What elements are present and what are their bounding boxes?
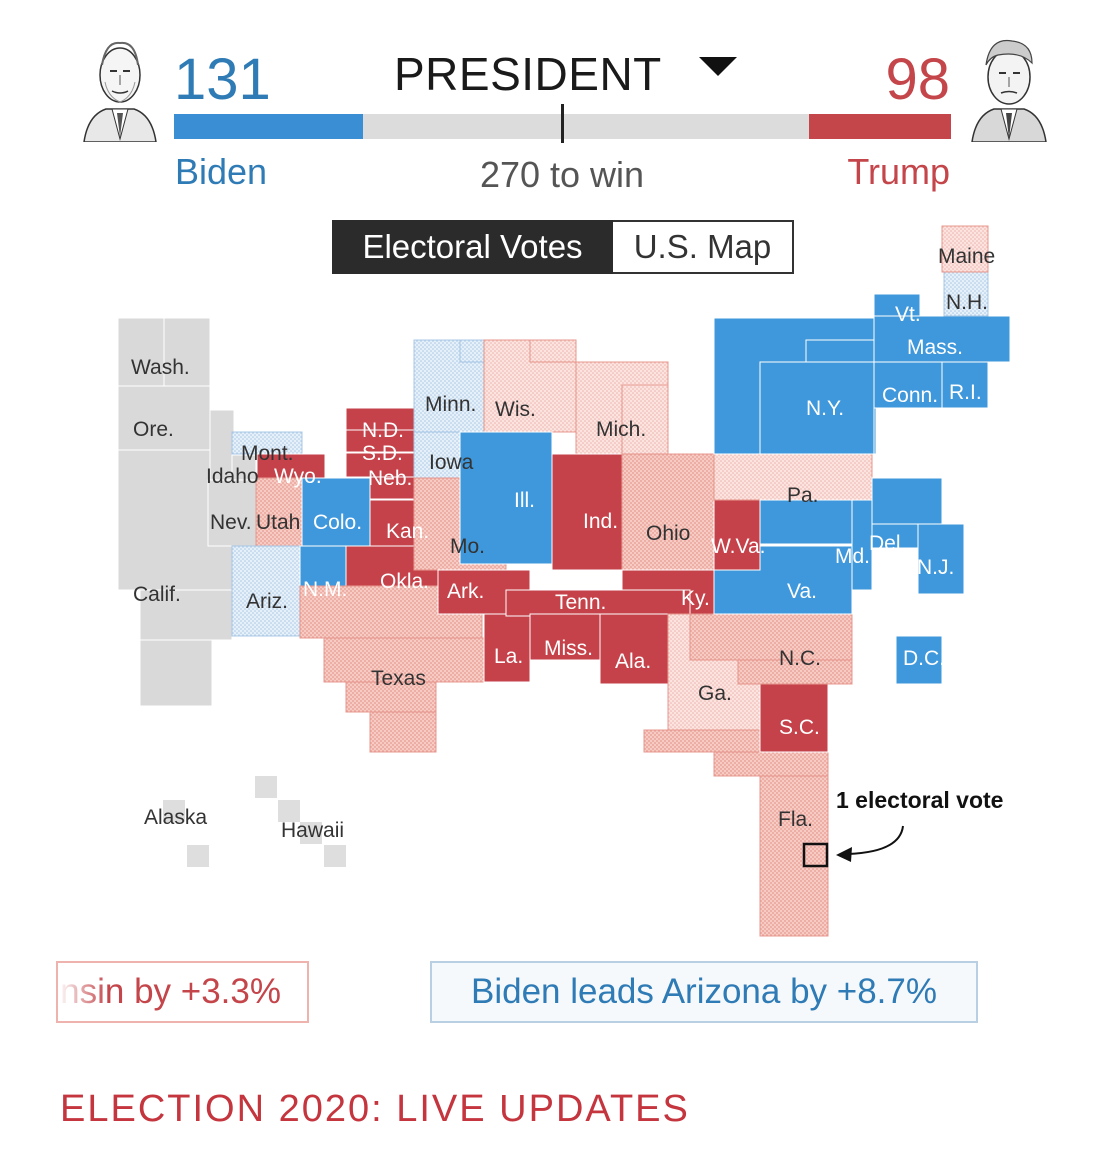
- state-tile-ill[interactable]: [459, 431, 553, 565]
- state-tile-conn[interactable]: [873, 361, 943, 409]
- biden-progress-fill: [174, 114, 364, 139]
- biden-portrait: [80, 27, 160, 142]
- state-tile-fla[interactable]: [643, 729, 829, 937]
- state-tile-s-d[interactable]: [345, 429, 415, 453]
- ticker-fade: [58, 963, 108, 1021]
- state-tile-r-i[interactable]: [941, 361, 989, 409]
- state-tile-wash[interactable]: [117, 317, 211, 387]
- one-vote-square-icon: [802, 842, 829, 868]
- state-tile-pa[interactable]: [713, 453, 873, 501]
- state-tile-mich[interactable]: [575, 361, 669, 455]
- state-tile-tenn[interactable]: [505, 589, 691, 617]
- hawaii-tile: [255, 776, 277, 798]
- biden-name: Biden: [175, 151, 268, 192]
- hawaii-tile: [324, 845, 346, 867]
- state-tile-colo[interactable]: [301, 477, 371, 547]
- electoral-vote-key: [802, 825, 904, 868]
- state-tile-n-h[interactable]: [943, 271, 989, 317]
- state-tile-n-c[interactable]: [689, 613, 853, 685]
- state-tile-mass[interactable]: [873, 315, 1011, 363]
- state-tile-utah[interactable]: [255, 477, 303, 547]
- electoral-vote-key-label: 1 electoral vote: [836, 787, 1004, 813]
- biden-electoral-votes: 131: [174, 47, 271, 112]
- toggle-electoral-votes[interactable]: Electoral Votes: [332, 220, 613, 274]
- state-tile-ore[interactable]: [117, 385, 211, 451]
- state-tile-ind[interactable]: [551, 453, 623, 571]
- state-tile-la[interactable]: [483, 613, 531, 683]
- state-tile-neb[interactable]: [345, 452, 415, 500]
- state-tile-wyo[interactable]: [256, 453, 326, 479]
- live-updates-link[interactable]: ELECTION 2020: LIVE UPDATES: [60, 1088, 690, 1130]
- state-tile-miss[interactable]: [529, 613, 601, 661]
- state-tile-mont[interactable]: [231, 431, 303, 455]
- state-tile-s-c[interactable]: [759, 683, 829, 753]
- state-tile-ariz[interactable]: [231, 545, 301, 637]
- state-tile-md[interactable]: [759, 499, 873, 591]
- state-tile-vt[interactable]: [873, 293, 921, 317]
- state-tile-nev[interactable]: [207, 479, 257, 547]
- hawaii-tile: [300, 822, 322, 844]
- state-tile-ohio[interactable]: [621, 453, 715, 571]
- threshold-label: 270 to win: [479, 154, 645, 195]
- state-tile-texas[interactable]: [299, 585, 485, 753]
- trump-name: Trump: [847, 151, 950, 192]
- hawaii-tile: [278, 800, 300, 822]
- race-selector-caret-icon[interactable]: [699, 57, 737, 76]
- state-tile-n-y[interactable]: [713, 317, 877, 455]
- state-tile-d-c[interactable]: [895, 635, 943, 685]
- trump-progress-fill: [809, 114, 951, 139]
- trump-electoral-votes: 98: [885, 47, 950, 112]
- state-tile-n-j[interactable]: [871, 477, 965, 595]
- ticker-text-arizona: Biden leads Arizona by +8.7%: [470, 972, 937, 1011]
- trump-portrait: [968, 27, 1050, 142]
- alaska-tile: [163, 800, 185, 822]
- state-tile-ala[interactable]: [599, 613, 669, 685]
- pointer-arrow-icon: [847, 825, 904, 855]
- state-tile-minn[interactable]: [413, 339, 485, 433]
- race-title: PRESIDENT: [394, 48, 662, 100]
- alaska-tile: [187, 845, 209, 867]
- state-tile-maine[interactable]: [941, 225, 989, 273]
- toggle-us-map[interactable]: U.S. Map: [613, 220, 794, 274]
- state-tile-w-va[interactable]: [713, 499, 761, 571]
- state-tile-wis[interactable]: [483, 339, 577, 433]
- state-tile-n-d[interactable]: [345, 407, 415, 431]
- race-ticker-arizona[interactable]: Biden leads Arizona by +8.7%: [430, 961, 978, 1023]
- threshold-marker: [561, 104, 564, 143]
